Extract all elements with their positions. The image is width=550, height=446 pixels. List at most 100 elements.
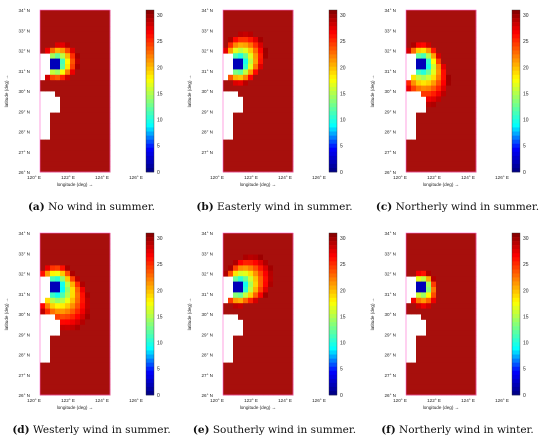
heatmap-cell: [238, 42, 244, 49]
heatmap-cell: [273, 297, 279, 304]
heatmap-cell: [70, 281, 76, 288]
heatmap-cell: [268, 249, 274, 255]
heatmap-cell: [90, 69, 96, 76]
heatmap-cell: [80, 85, 86, 92]
heatmap-cell: [40, 270, 46, 277]
heatmap-cell: [436, 276, 442, 282]
heatmap-cell: [471, 357, 477, 363]
heatmap-cell: [95, 96, 101, 103]
heatmap-cell: [65, 308, 71, 315]
heatmap-cell: [283, 373, 289, 380]
heatmap-cell: [461, 145, 467, 151]
heatmap-cell: [258, 384, 264, 390]
heatmap-cell: [238, 362, 244, 369]
heatmap-cell: [95, 166, 101, 173]
heatmap-cell: [441, 80, 447, 86]
colorbar-segment: [146, 127, 154, 132]
heatmap-cell: [441, 31, 447, 38]
heatmap-cell: [288, 238, 294, 245]
heatmap-cell: [95, 287, 101, 293]
heatmap-cell: [105, 101, 111, 108]
heatmap-cell: [65, 166, 71, 173]
heatmap-cell: [248, 373, 254, 380]
heatmap-cell: [85, 389, 91, 396]
heatmap-cell: [446, 145, 452, 151]
heatmap-cell: [243, 26, 249, 32]
heatmap-cell: [95, 346, 101, 353]
heatmap-cell: [243, 373, 249, 380]
colorbar-segment: [329, 390, 337, 396]
heatmap-cell: [75, 314, 81, 320]
heatmap-cell: [441, 373, 447, 380]
colorbar-segment: [329, 99, 337, 104]
heatmap-cell: [416, 233, 422, 239]
colorbar-tick-label: 5: [523, 367, 526, 373]
heatmap-cell: [411, 249, 417, 255]
heatmap-cell: [238, 31, 244, 38]
heatmap-cell: [80, 238, 86, 245]
heatmap-cell: [75, 265, 81, 272]
heatmap-cell: [248, 357, 254, 363]
heatmap-cell: [105, 362, 111, 369]
heatmap-cell: [50, 58, 56, 65]
heatmap-cell: [263, 238, 269, 245]
heatmap-cell: [253, 166, 259, 173]
heatmap-cell: [105, 85, 111, 92]
heatmap-cell: [273, 123, 279, 130]
heatmap-cell: [100, 389, 106, 396]
heatmap-cell: [45, 139, 51, 146]
heatmap-cell: [406, 249, 412, 255]
heatmap-cell: [105, 118, 111, 124]
heatmap-cell: [471, 330, 477, 336]
heatmap-cell: [263, 150, 269, 157]
heatmap-cell: [243, 166, 249, 173]
y-tick-label: 33° N: [384, 251, 396, 256]
heatmap-cell: [60, 373, 66, 380]
heatmap-cell: [461, 351, 467, 358]
colorbar-segment: [146, 99, 154, 104]
colorbar-frame: [328, 9, 338, 173]
heatmap-cell: [431, 47, 437, 54]
heatmap-cell: [263, 58, 269, 65]
heatmap-cell: [85, 107, 91, 113]
heatmap-cell: [426, 233, 432, 239]
colorbar-segment: [146, 143, 154, 148]
heatmap-cell: [278, 330, 284, 336]
heatmap-cell: [60, 134, 66, 140]
heatmap-cell: [466, 281, 472, 288]
heatmap-cell: [65, 96, 71, 103]
colorbar-segment: [329, 82, 337, 88]
heatmap-cell: [105, 378, 111, 385]
heatmap-cell: [278, 357, 284, 363]
colorbar-segment: [329, 261, 337, 266]
heatmap-cell: [441, 26, 447, 32]
heatmap-cell: [100, 123, 106, 130]
heatmap-cell: [436, 373, 442, 380]
colorbar-tick-label: 25: [523, 39, 529, 45]
y-tick-label: 28° N: [18, 353, 30, 358]
colorbar-tick-label: 0: [157, 393, 160, 399]
heatmap-cell: [55, 166, 61, 173]
heatmap-cell: [100, 384, 106, 390]
heatmap-cell: [268, 384, 274, 390]
heatmap-cell: [288, 26, 294, 32]
heatmap-cell: [431, 112, 437, 119]
caption-label-d: (d): [12, 424, 30, 436]
heatmap-cell: [60, 15, 66, 22]
heatmap-cell: [100, 64, 106, 70]
heatmap-cell: [436, 233, 442, 239]
heatmap-cell: [258, 249, 264, 255]
heatmap-cell: [461, 139, 467, 146]
heatmap-cell: [65, 26, 71, 32]
heatmap-cell: [50, 351, 56, 358]
heatmap-cell: [50, 357, 56, 363]
heatmap-grid-d: [40, 233, 111, 396]
colorbar-tick-label: 10: [157, 118, 163, 124]
heatmap-cell: [283, 270, 289, 277]
heatmap-cell: [75, 47, 81, 54]
heatmap-cell: [431, 37, 437, 43]
y-tick-label: 34° N: [201, 231, 213, 236]
heatmap-cell: [278, 324, 284, 331]
heatmap-cell: [268, 368, 274, 374]
colorbar-frame: [145, 232, 155, 396]
